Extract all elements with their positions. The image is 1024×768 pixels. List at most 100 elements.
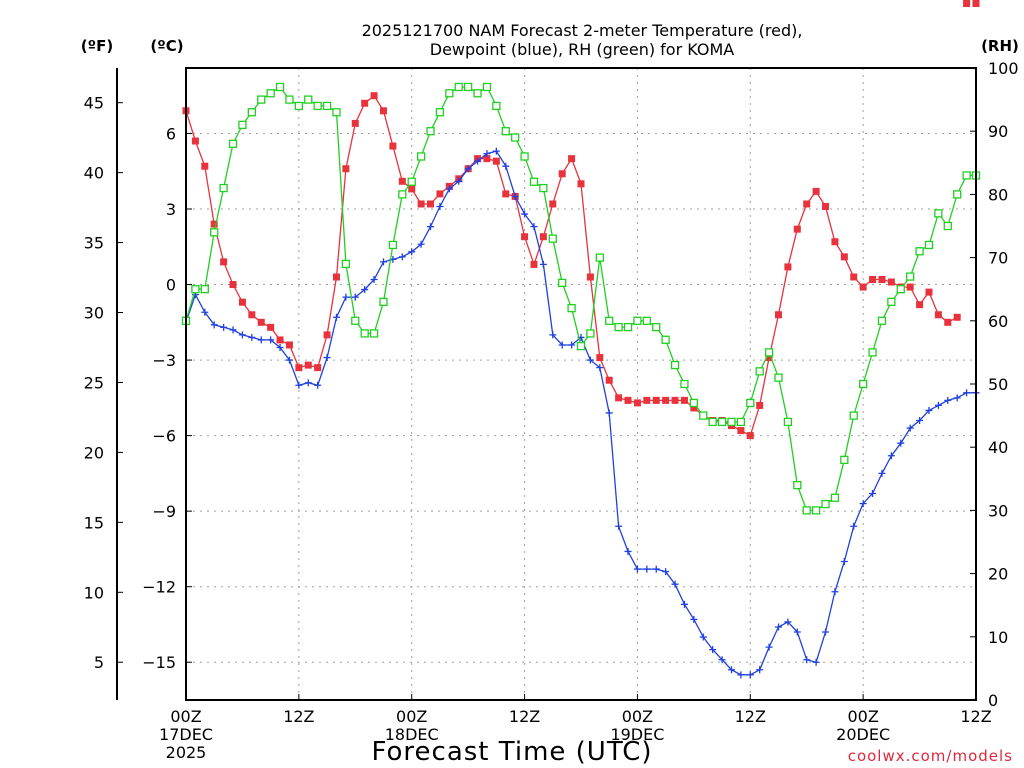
data-point-rh — [586, 329, 595, 338]
data-point-dewpoint — [361, 286, 369, 294]
data-point-dewpoint — [605, 409, 613, 417]
data-point-temperature — [775, 311, 782, 319]
x-tick-label: 2025 — [166, 743, 207, 762]
rh-tick-label: 10 — [988, 628, 1008, 647]
data-point-dewpoint — [859, 500, 867, 508]
data-point-dewpoint — [370, 276, 378, 284]
fahrenheit-tick-label: 40 — [84, 164, 104, 183]
data-point-dewpoint — [220, 323, 228, 331]
data-point-dewpoint — [332, 313, 340, 321]
data-point-temperature — [398, 177, 406, 185]
data-point-dewpoint — [869, 490, 877, 498]
x-tick-label: 20DEC — [836, 725, 890, 744]
chart-title-line-2: Dewpoint (blue), RH (green) for KOMA — [430, 40, 735, 59]
data-point-temperature — [840, 253, 848, 261]
data-point-dewpoint — [643, 565, 651, 573]
data-point-temperature — [370, 92, 378, 100]
data-point-dewpoint — [963, 389, 971, 397]
data-point-dewpoint — [502, 162, 510, 170]
data-point-dewpoint — [549, 331, 557, 339]
data-point-temperature — [963, 0, 971, 7]
rh-tick-label: 50 — [988, 375, 1008, 394]
series-dewpoint — [182, 147, 980, 679]
series-rh — [181, 82, 981, 515]
data-point-dewpoint — [539, 260, 547, 268]
data-point-dewpoint — [267, 336, 275, 344]
fahrenheit-tick-labels: 45 40 35 30 25 20 15 10 5 — [84, 94, 123, 672]
data-point-rh — [896, 285, 905, 294]
data-point-rh — [398, 190, 407, 199]
data-point-rh — [548, 234, 557, 243]
data-point-rh — [322, 101, 332, 111]
data-point-dewpoint — [624, 547, 632, 555]
data-point-rh — [746, 398, 755, 408]
data-point-rh — [238, 120, 247, 130]
celsius-tick-label: −15 — [142, 653, 176, 672]
data-point-temperature — [314, 364, 322, 372]
data-point-rh — [877, 316, 887, 325]
data-point-rh — [943, 221, 952, 231]
data-point-temperature — [633, 399, 641, 407]
data-point-rh — [351, 316, 360, 325]
data-point-temperature — [304, 361, 312, 369]
data-point-temperature — [191, 137, 199, 145]
data-point-temperature — [549, 200, 557, 208]
data-point-dewpoint — [398, 253, 406, 261]
x-tick-label: 00Z — [170, 707, 201, 726]
data-point-dewpoint — [276, 343, 284, 351]
data-point-temperature — [756, 401, 764, 409]
data-point-temperature — [878, 276, 886, 284]
data-point-dewpoint — [690, 615, 698, 623]
data-point-rh — [247, 108, 256, 117]
data-point-temperature — [568, 155, 576, 163]
data-point-dewpoint — [380, 258, 387, 266]
data-point-dewpoint — [586, 356, 594, 364]
series-layer — [181, 0, 981, 679]
data-point-dewpoint — [257, 336, 265, 344]
data-point-rh — [285, 95, 294, 104]
data-point-dewpoint — [934, 401, 942, 409]
data-point-rh — [435, 108, 445, 117]
rh-tick-label: 80 — [988, 185, 1008, 204]
data-point-temperature — [436, 190, 444, 198]
data-point-temperature — [812, 187, 820, 195]
data-point-temperature — [342, 165, 350, 173]
data-point-rh — [915, 247, 924, 256]
celsius-tick-label: 6 — [166, 124, 176, 143]
data-point-dewpoint — [483, 150, 491, 158]
data-point-rh — [811, 506, 821, 515]
data-point-dewpoint — [906, 424, 914, 432]
fahrenheit-tick-label: 35 — [84, 234, 104, 253]
data-point-rh — [793, 480, 802, 490]
data-point-temperature — [906, 283, 914, 291]
data-point-temperature — [671, 396, 679, 404]
data-point-rh — [670, 360, 680, 370]
data-point-dewpoint — [351, 293, 359, 301]
data-point-dewpoint — [445, 185, 453, 193]
data-point-dewpoint — [793, 628, 801, 636]
rh-tick-label: 0 — [988, 691, 998, 710]
data-point-dewpoint — [671, 580, 679, 588]
data-point-dewpoint — [944, 396, 952, 404]
data-point-rh — [191, 285, 200, 294]
data-point-rh — [774, 373, 783, 382]
data-point-rh — [680, 379, 689, 389]
data-point-rh — [426, 127, 435, 136]
rh-tick-label: 100 — [988, 59, 1019, 78]
data-point-dewpoint — [568, 341, 576, 349]
data-point-temperature — [389, 142, 397, 150]
data-point-dewpoint — [521, 210, 529, 218]
data-point-temperature — [680, 396, 688, 404]
data-point-dewpoint — [775, 623, 782, 631]
data-point-temperature — [502, 190, 510, 198]
data-point-dewpoint — [304, 379, 312, 387]
fahrenheit-unit-label: (ºF) — [81, 37, 113, 55]
series-line-rh — [185, 86, 976, 512]
data-point-temperature — [201, 162, 209, 170]
data-point-rh — [830, 493, 840, 502]
data-point-rh — [313, 101, 322, 111]
data-point-rh — [962, 171, 971, 180]
data-point-rh — [924, 240, 934, 250]
